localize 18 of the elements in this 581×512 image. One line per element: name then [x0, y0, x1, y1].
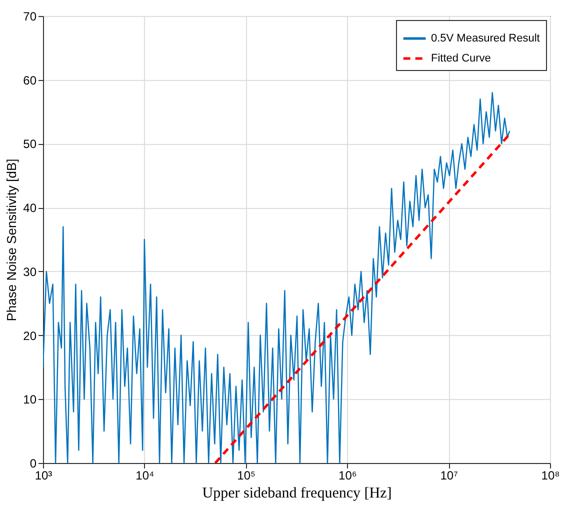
y-tick-label: 0 [30, 456, 37, 470]
x-tick-label: 10⁴ [136, 468, 154, 482]
x-axis-title: Upper sideband frequency [Hz] [202, 486, 392, 502]
legend-label: 0.5V Measured Result [431, 32, 540, 44]
y-tick-label: 40 [23, 201, 37, 216]
legend-label: Fitted Curve [431, 52, 491, 64]
y-tick-label: 30 [23, 264, 37, 279]
y-tick-label: 60 [23, 73, 37, 88]
y-tick-label: 20 [23, 328, 37, 343]
x-tick-label: 10⁶ [338, 468, 357, 482]
y-tick-label: 70 [23, 10, 37, 24]
x-tick-label: 10³ [34, 468, 52, 482]
x-tick-label: 10⁸ [541, 468, 560, 482]
x-tick-label: 10⁷ [440, 468, 458, 482]
y-axis-title: Phase Noise Sensitivity [dB] [4, 158, 20, 322]
y-tick-label: 10 [23, 392, 37, 407]
y-tick-label: 50 [23, 137, 37, 152]
x-tick-label: 10⁵ [237, 468, 256, 482]
